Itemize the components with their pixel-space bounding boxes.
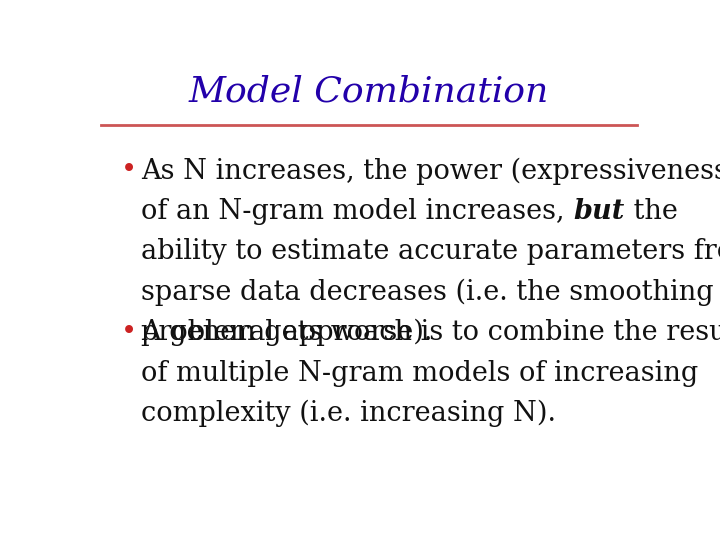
Text: problem gets worse).: problem gets worse). <box>141 319 433 346</box>
Text: of an N-gram model increases,: of an N-gram model increases, <box>141 198 573 225</box>
Text: but: but <box>573 198 625 225</box>
Text: complexity (i.e. increasing N).: complexity (i.e. increasing N). <box>141 400 557 427</box>
Text: sparse data decreases (i.e. the smoothing: sparse data decreases (i.e. the smoothin… <box>141 278 714 306</box>
Text: of multiple N-gram models of increasing: of multiple N-gram models of increasing <box>141 360 698 387</box>
Text: Model Combination: Model Combination <box>189 75 549 109</box>
Text: the: the <box>625 198 678 225</box>
Text: As N increases, the power (expressiveness): As N increases, the power (expressivenes… <box>141 157 720 185</box>
Text: •: • <box>121 157 137 184</box>
Text: •: • <box>121 320 137 347</box>
Text: A general approach is to combine the results: A general approach is to combine the res… <box>141 320 720 347</box>
Text: ability to estimate accurate parameters from: ability to estimate accurate parameters … <box>141 238 720 265</box>
